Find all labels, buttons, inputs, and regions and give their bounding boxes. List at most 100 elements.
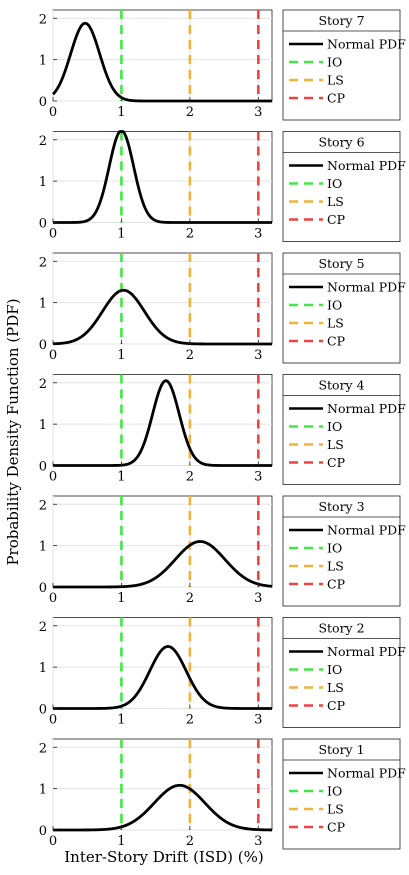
- legend-box: [282, 9, 401, 121]
- legend-label: CP: [327, 698, 345, 713]
- x-tick-label: 3: [254, 470, 262, 485]
- legend-label: IO: [327, 662, 342, 677]
- plot-area: [52, 617, 273, 709]
- panel-story-5: 0 1 2 0 1 2 3 Story 5 Normal PDF IO LS CP: [39, 252, 406, 364]
- x-axis-label: Inter-Story Drift (ISD) (%): [64, 848, 263, 866]
- y-tick-label: 2: [39, 255, 47, 270]
- legend-label: LS: [327, 802, 344, 817]
- y-tick-label: 0: [39, 217, 47, 232]
- y-axis-label: Probability Density Function (PDF): [4, 298, 22, 565]
- pdf-curve: [53, 645, 272, 710]
- legend-label: Normal PDF: [327, 401, 406, 416]
- legend-title: Story 3: [318, 499, 364, 514]
- pdf-curve: [53, 379, 272, 467]
- plot-area: [52, 738, 273, 831]
- y-tick-label: 2: [39, 620, 47, 635]
- y-tick-label: 0: [39, 460, 47, 475]
- legend-label: IO: [327, 541, 342, 556]
- x-tick-label: 2: [186, 105, 194, 120]
- legend-title: Story 4: [318, 378, 364, 393]
- pdf-curve: [52, 288, 272, 346]
- legend-label: CP: [327, 91, 345, 106]
- y-tick-label: 1: [39, 540, 47, 555]
- x-tick-label: 1: [117, 591, 125, 606]
- legend-label: IO: [327, 55, 342, 70]
- y-tick-label: 0: [39, 703, 47, 718]
- legend-label: CP: [327, 334, 345, 349]
- legend-label: CP: [327, 455, 345, 470]
- legend-box: [282, 374, 401, 485]
- x-tick-label: 1: [117, 227, 125, 242]
- legend-label: Normal PDF: [327, 523, 406, 538]
- y-tick-label: 0: [39, 338, 47, 353]
- y-tick-label: 2: [39, 498, 47, 513]
- y-tick-label: 2: [39, 134, 47, 149]
- panel-story-4: 0 1 2 0 1 2 3 Story 4 Normal PDF IO LS CP: [39, 374, 406, 485]
- legend-box: [282, 252, 401, 364]
- legend-label: CP: [327, 820, 345, 835]
- legend-label: CP: [327, 212, 345, 227]
- pdf-curve: [53, 783, 272, 832]
- panel-story-3: 0 1 2 0 1 2 3 Story 3 Normal PDF IO LS CP: [39, 495, 406, 607]
- x-tick-label: 2: [186, 591, 194, 606]
- x-tick-label: 2: [186, 470, 194, 485]
- x-tick-label: 0: [49, 834, 57, 849]
- y-tick-label: 1: [39, 175, 47, 190]
- x-tick-label: 1: [117, 470, 125, 485]
- legend-label: IO: [327, 419, 342, 434]
- x-tick-label: 0: [49, 227, 57, 242]
- legend-title: Story 7: [318, 13, 364, 28]
- x-tick-label: 2: [186, 834, 194, 849]
- x-tick-label: 2: [186, 227, 194, 242]
- plot-area: [52, 374, 273, 466]
- plot-area: [52, 252, 273, 345]
- legend-label: LS: [327, 316, 344, 331]
- legend-label: Normal PDF: [327, 158, 406, 173]
- x-tick-label: 2: [186, 713, 194, 728]
- legend-box: [282, 738, 401, 850]
- x-tick-label: 1: [117, 348, 125, 363]
- x-tick-label: 3: [254, 591, 262, 606]
- x-tick-label: 1: [117, 105, 125, 120]
- legend-box: [282, 131, 401, 242]
- legend-label: Normal PDF: [327, 644, 406, 659]
- y-tick-label: 2: [39, 377, 47, 392]
- x-tick-label: 1: [117, 834, 125, 849]
- y-tick-label: 1: [39, 418, 47, 433]
- y-tick-label: 0: [39, 824, 47, 839]
- x-tick-label: 3: [254, 105, 262, 120]
- y-tick-label: 2: [39, 12, 47, 27]
- legend-label: LS: [327, 680, 344, 695]
- legend-label: LS: [327, 194, 344, 209]
- panel-story-2: 0 1 2 0 1 2 3 Story 2 Normal PDF IO LS CP: [39, 617, 406, 728]
- plot-area: [52, 131, 273, 223]
- legend-box: [282, 495, 401, 607]
- legend-label: LS: [327, 437, 344, 452]
- pdf-curve: [53, 540, 273, 589]
- panel-story-6: 0 1 2 0 1 2 3 Story 6 Normal PDF IO LS CP: [39, 130, 406, 242]
- x-tick-label: 3: [254, 713, 262, 728]
- x-tick-label: 0: [49, 591, 57, 606]
- legend-title: Story 5: [318, 256, 364, 271]
- panel-story-7: 0 1 2 0 1 2 3 Story 7 Normal PDF IO LS CP: [39, 9, 406, 121]
- legend-title: Story 1: [318, 742, 364, 757]
- legend-label: Normal PDF: [327, 37, 406, 52]
- x-tick-label: 0: [49, 470, 57, 485]
- y-tick-label: 1: [39, 297, 47, 312]
- pdf-curve: [53, 130, 272, 224]
- y-tick-label: 1: [39, 54, 47, 69]
- x-tick-label: 0: [49, 105, 57, 120]
- y-tick-label: 2: [39, 741, 47, 756]
- x-tick-label: 3: [254, 227, 262, 242]
- legend-label: Normal PDF: [327, 280, 406, 295]
- legend-label: IO: [327, 784, 342, 799]
- pdf-curve: [51, 21, 272, 103]
- legend-title: Story 6: [318, 135, 364, 150]
- x-tick-label: 0: [49, 348, 57, 363]
- legend-label: LS: [327, 559, 344, 574]
- legend-box: [282, 617, 401, 728]
- x-tick-label: 2: [186, 348, 194, 363]
- y-tick-label: 0: [39, 581, 47, 596]
